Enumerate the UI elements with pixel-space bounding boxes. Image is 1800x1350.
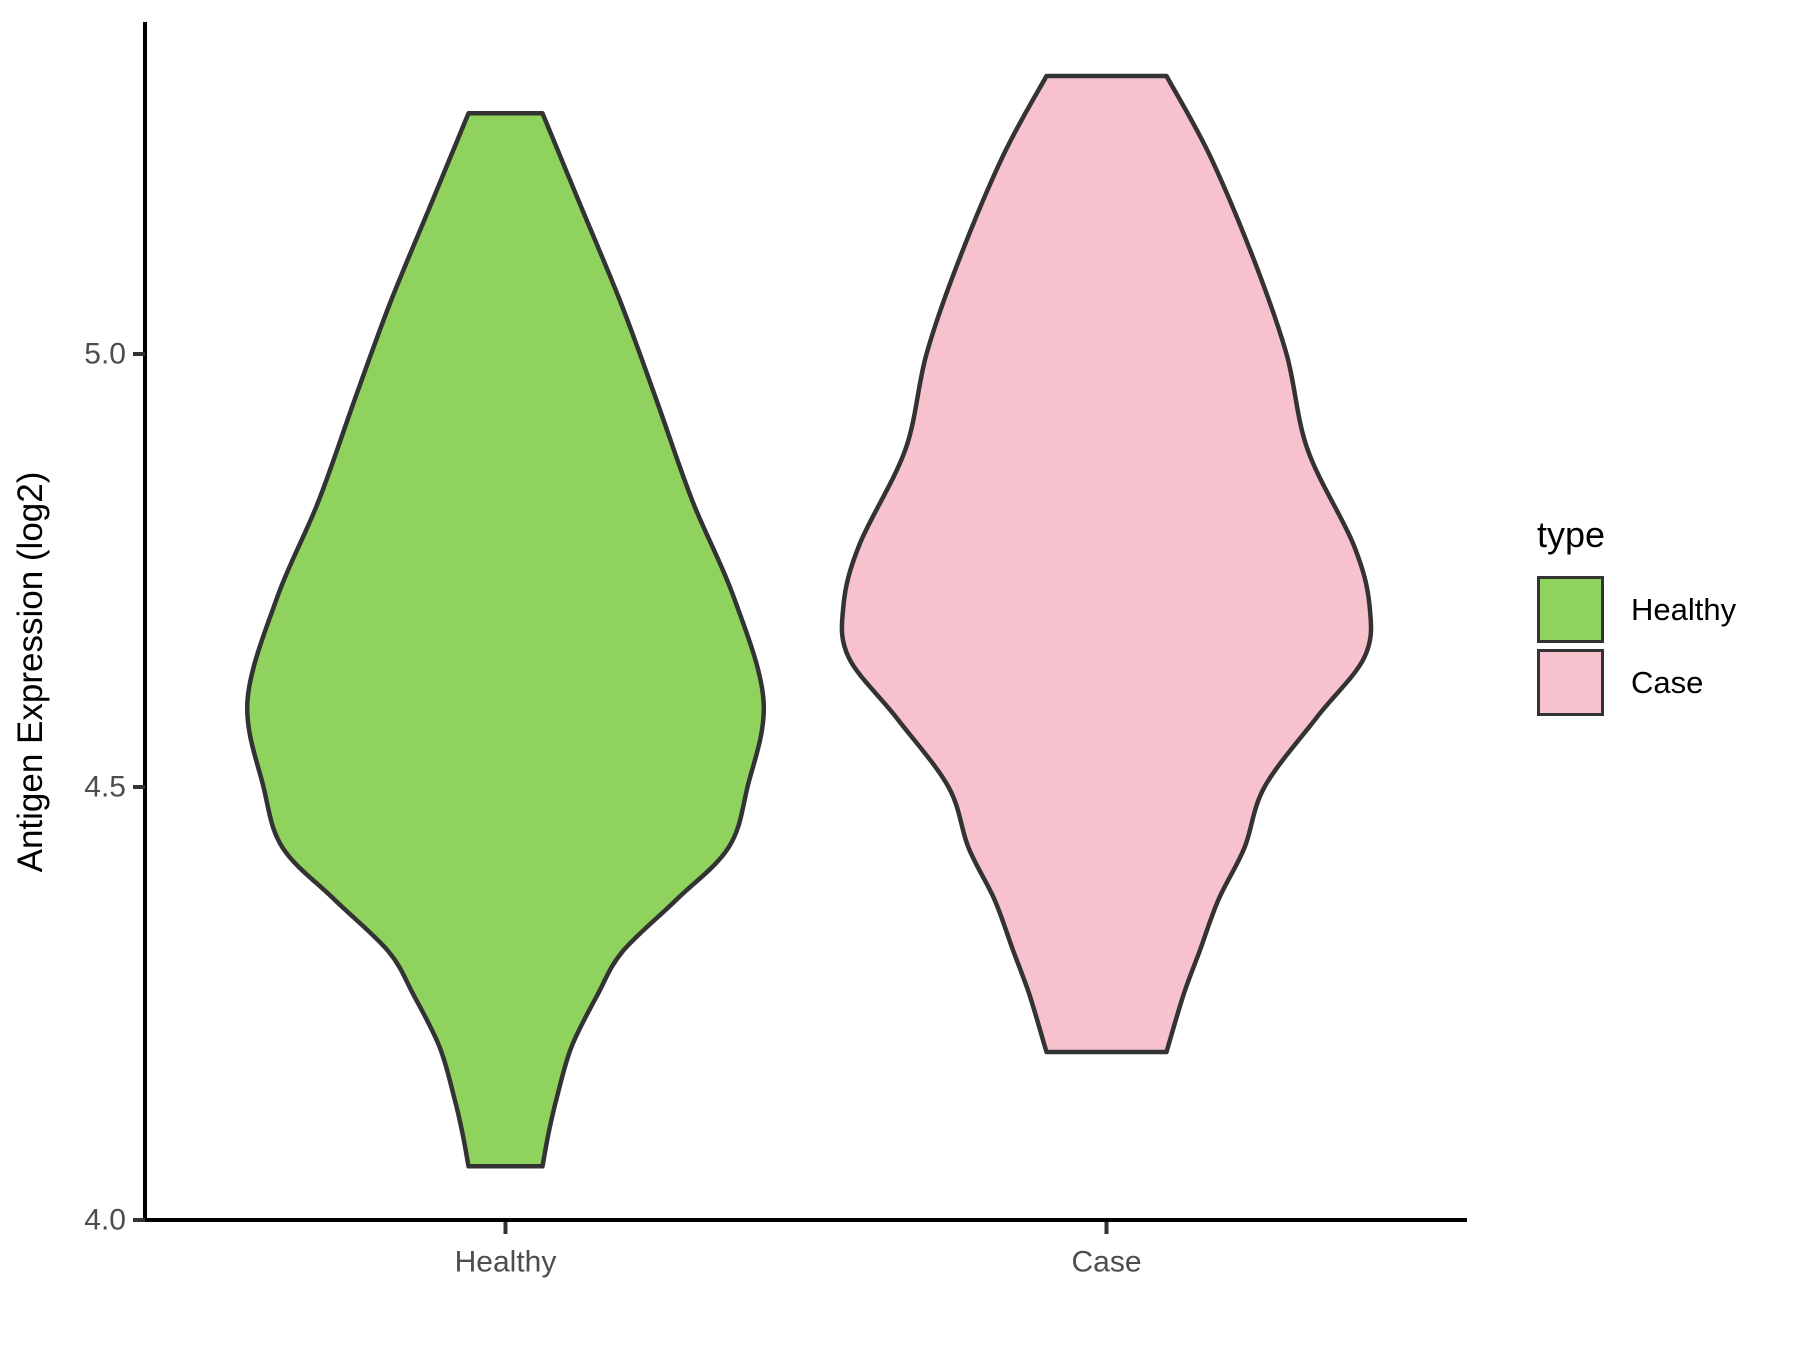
violin-case <box>839 73 1374 1055</box>
violin-healthy <box>244 111 767 1169</box>
y-tick-label: 4.5 <box>84 771 126 804</box>
legend-title: type <box>1537 514 1606 555</box>
x-axis-ticks: Healthy Case <box>455 1222 1142 1279</box>
x-tick-label-case: Case <box>1071 1246 1141 1279</box>
y-tick-label: 4.0 <box>84 1204 126 1237</box>
legend: type Healthy Case <box>1537 514 1736 722</box>
x-tick-label-healthy: Healthy <box>455 1246 557 1279</box>
y-axis-ticks: 5.0 4.5 4.0 <box>84 338 145 1237</box>
legend-label-case: Case <box>1631 664 1704 700</box>
y-axis-title: Antigen Expression (log2) <box>11 472 50 873</box>
legend-swatch-healthy <box>1537 576 1604 643</box>
legend-key-case: Case <box>1537 649 1736 716</box>
legend-label-healthy: Healthy <box>1631 591 1737 627</box>
legend-swatch-case <box>1537 649 1604 716</box>
y-tick-label: 5.0 <box>84 338 126 371</box>
legend-key-healthy: Healthy <box>1537 576 1736 643</box>
